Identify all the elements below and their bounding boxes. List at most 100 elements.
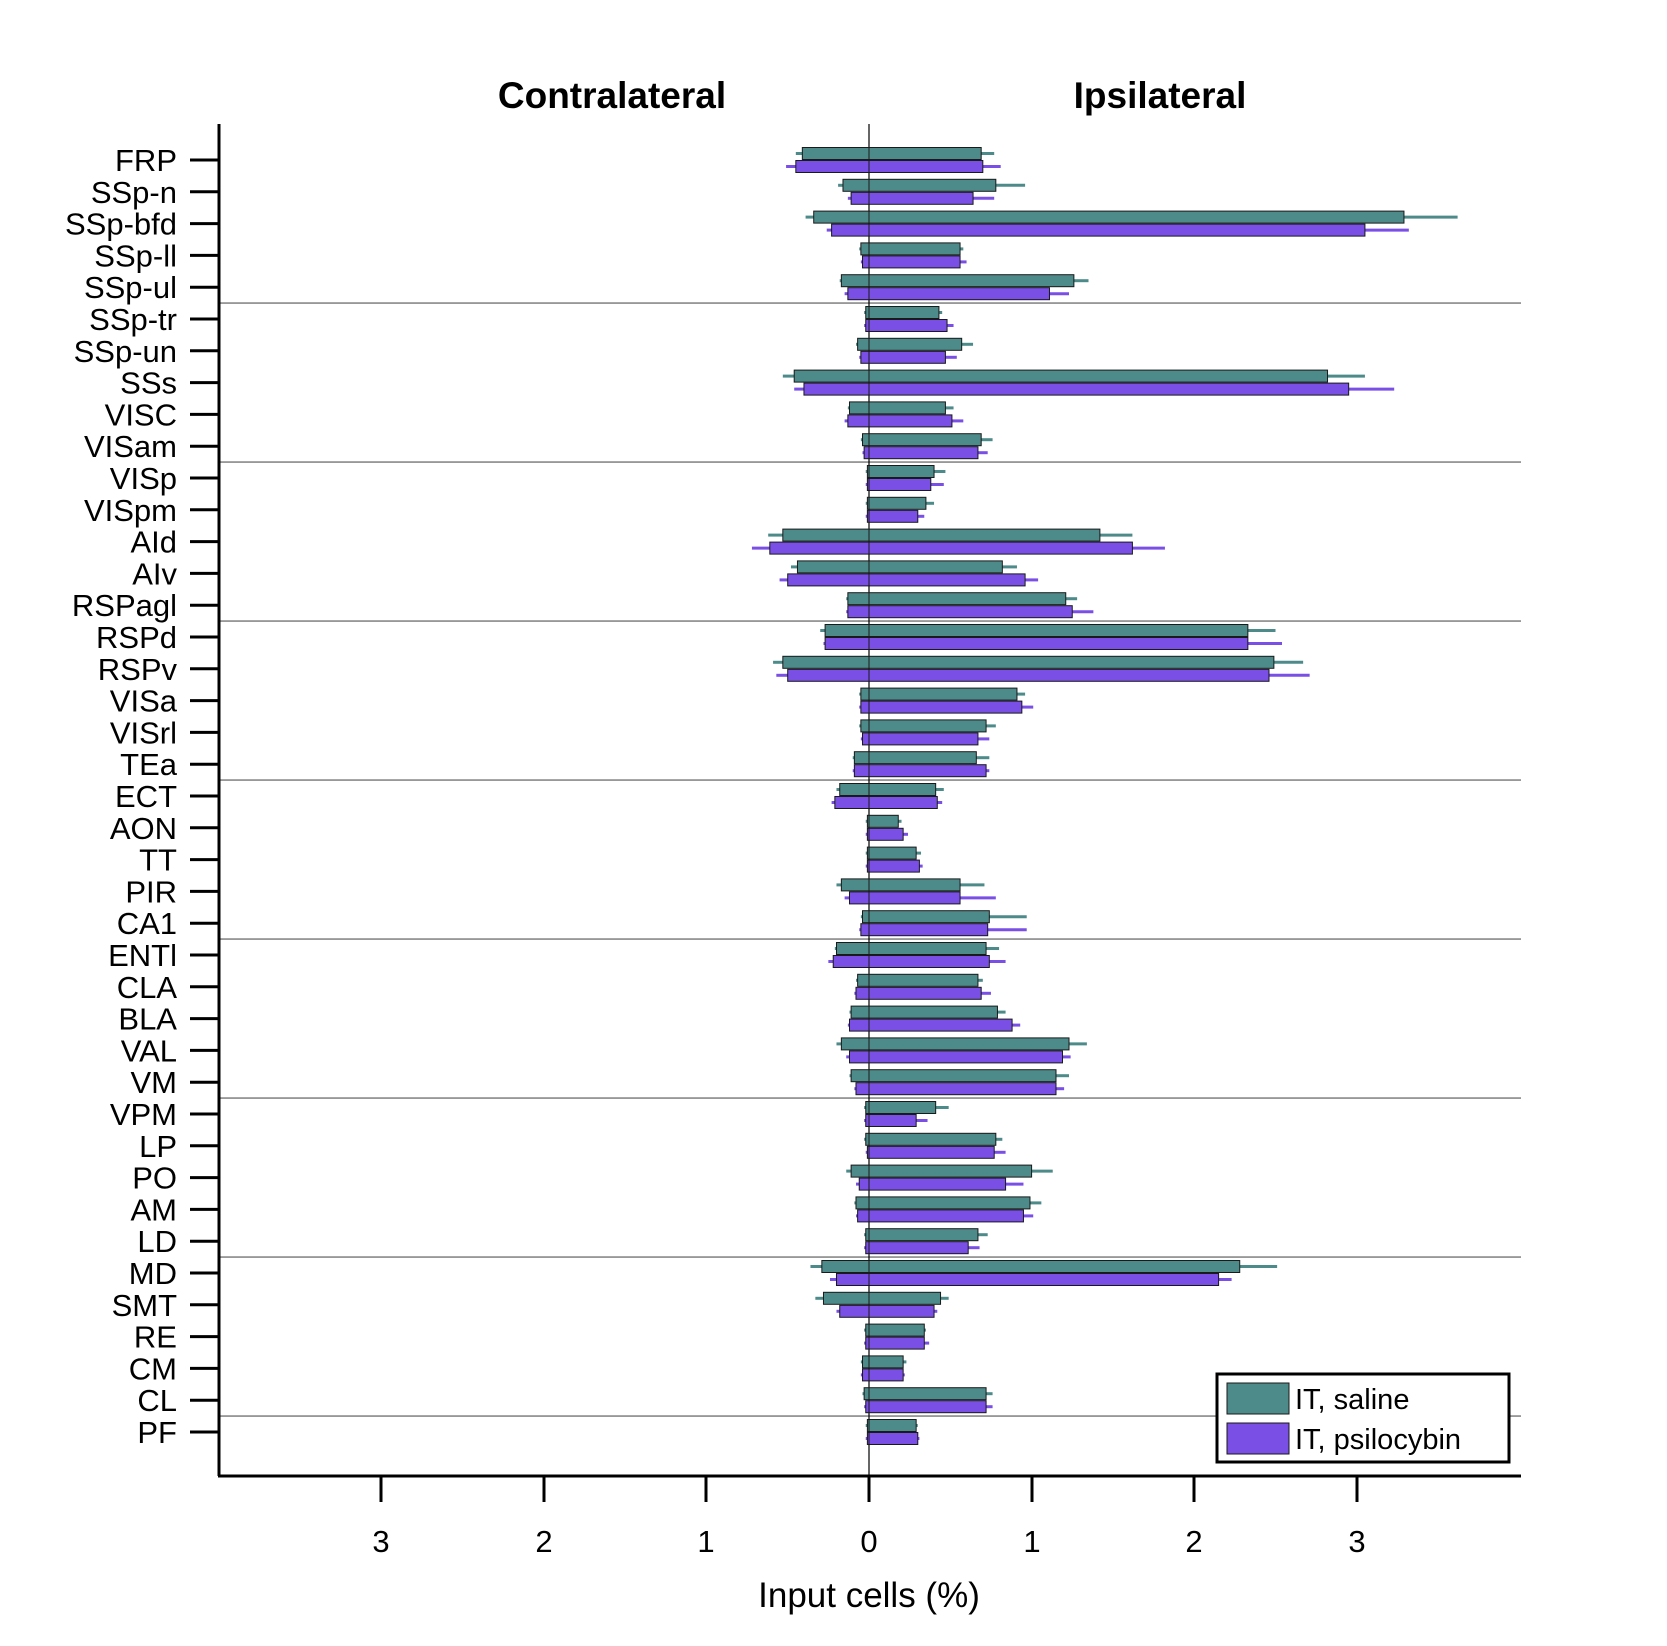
bar-ipsi-psilocybin-visp (868, 478, 932, 491)
y-tick-label-visam: VISam (84, 429, 177, 464)
bar-ipsi-psilocybin-cla (868, 986, 982, 1000)
bar-ipsi-saline-visam (868, 433, 982, 447)
legend-swatch-psilocybin (1226, 1422, 1290, 1455)
bar-contra-saline-vpm (865, 1101, 870, 1114)
bar-contra-psilocybin-rspagl (847, 605, 870, 619)
y-tick-label-val: VAL (121, 1033, 177, 1068)
bar-ipsi-saline-cm (868, 1355, 904, 1369)
y-tick-label-pir: PIR (125, 874, 177, 909)
bar-ipsi-psilocybin-visam (868, 446, 979, 460)
bar-contra-saline-re (865, 1323, 870, 1337)
bar-ipsi-saline-vm (868, 1069, 1057, 1083)
bar-contra-saline-frp (801, 147, 870, 160)
bar-contra-saline-rspagl (847, 592, 870, 606)
y-tick-label-pf: PF (137, 1415, 177, 1450)
bar-contra-saline-ssp-bfd (813, 210, 870, 224)
bar-ipsi-psilocybin-tt (868, 859, 920, 873)
bar-contra-psilocybin-visc (847, 414, 870, 428)
bar-ipsi-saline-re (868, 1323, 925, 1337)
y-tick-label-sss: SSs (120, 366, 177, 401)
y-tick-label-ssp-n: SSp-n (91, 175, 177, 210)
bar-ipsi-saline-lp (868, 1132, 997, 1146)
y-tick-label-vpm: VPM (110, 1097, 177, 1132)
y-tick-label-tea: TEa (120, 747, 178, 782)
bar-contra-psilocybin-ca1 (860, 923, 870, 937)
bar-ipsi-psilocybin-pir (868, 891, 961, 905)
y-tick-label-am: AM (131, 1192, 178, 1227)
y-tick-label-ssp-tr: SSp-tr (89, 302, 177, 337)
bar-contra-saline-pf (866, 1419, 870, 1432)
bar-contra-psilocybin-ssp-ul (847, 287, 870, 301)
bar-contra-saline-ssp-un (857, 337, 870, 351)
y-tick-label-rspagl: RSPagl (72, 588, 177, 623)
bar-contra-saline-lp (865, 1132, 870, 1146)
bar-contra-saline-visc (848, 401, 870, 415)
bar-contra-saline-vm (850, 1069, 870, 1083)
bar-contra-saline-aon (866, 814, 870, 828)
bar-contra-saline-ssp-tr (865, 306, 870, 319)
bar-contra-psilocybin-cl (865, 1400, 870, 1414)
y-tick-label-aiv: AIv (132, 556, 177, 591)
bar-contra-saline-aid (782, 528, 870, 542)
bar-contra-psilocybin-sss (803, 382, 870, 396)
bar-ipsi-saline-ect (868, 783, 937, 796)
bar-contra-psilocybin-visa (860, 700, 870, 714)
bar-contra-psilocybin-aid (769, 541, 870, 555)
bar-contra-psilocybin-entl (832, 955, 870, 968)
bar-contra-saline-entl (835, 942, 870, 955)
y-tick-label-visa: VISa (110, 684, 178, 719)
bar-contra-saline-sss (793, 369, 870, 383)
bar-ipsi-saline-md (868, 1260, 1241, 1273)
legend-swatch-saline (1226, 1382, 1290, 1415)
bar-contra-psilocybin-visrl (861, 732, 870, 746)
y-tick-label-cm: CM (129, 1351, 177, 1386)
bar-ipsi-psilocybin-vpm (868, 1114, 917, 1127)
bar-ipsi-psilocybin-sss (868, 382, 1350, 396)
y-tick-label-visp: VISp (110, 461, 177, 496)
y-tick-label-ssp-un: SSp-un (74, 334, 177, 369)
bar-contra-saline-am (855, 1196, 870, 1210)
bar-ipsi-psilocybin-frp (868, 160, 984, 173)
bar-contra-psilocybin-frp (795, 160, 870, 173)
x-axis: 3 2 1 0 1 2 3 Input cells (%) (372, 1476, 1366, 1615)
bar-contra-psilocybin-bla (848, 1018, 870, 1032)
bar-contra-saline-visam (861, 433, 870, 447)
bar-contra-psilocybin-pf (866, 1432, 870, 1445)
y-tick-label-bla: BLA (118, 1002, 177, 1037)
title-ipsilateral: Ipsilateral (1074, 75, 1247, 116)
bar-contra-psilocybin-ssp-n (850, 191, 870, 205)
bar-contra-psilocybin-aon (866, 827, 870, 841)
y-tick-label-tt: TT (139, 843, 177, 878)
bar-ipsi-psilocybin-bla (868, 1018, 1013, 1032)
bar-contra-saline-ssp-ll (860, 242, 870, 256)
bars (751, 147, 1458, 1445)
bar-contra-psilocybin-ld (865, 1241, 870, 1255)
bar-ipsi-saline-po (868, 1164, 1033, 1178)
bar-ipsi-saline-bla (868, 1005, 998, 1019)
bar-ipsi-psilocybin-ssp-ul (868, 287, 1050, 301)
bar-contra-saline-tea (853, 751, 870, 765)
bar-contra-psilocybin-vpm (865, 1114, 870, 1127)
bar-contra-psilocybin-rspv (787, 668, 870, 682)
y-tick-label-smt: SMT (112, 1288, 178, 1323)
x-axis-label: Input cells (%) (758, 1576, 980, 1615)
bar-ipsi-saline-aiv (868, 560, 1003, 574)
bar-ipsi-psilocybin-aiv (868, 573, 1026, 587)
bar-contra-psilocybin-md (835, 1273, 870, 1286)
bar-contra-saline-val (840, 1037, 870, 1051)
bar-ipsi-psilocybin-vm (868, 1082, 1057, 1096)
bar-contra-psilocybin-ect (834, 796, 870, 809)
x-tick-label-zero: 0 (860, 1524, 877, 1559)
bar-contra-psilocybin-cm (861, 1368, 870, 1382)
bar-contra-psilocybin-vispm (866, 509, 870, 523)
bar-contra-saline-cla (857, 973, 870, 987)
bar-ipsi-saline-ssp-tr (868, 306, 940, 319)
y-tick-label-visc: VISC (105, 397, 177, 432)
bar-ipsi-psilocybin-visa (868, 700, 1023, 714)
bar-ipsi-saline-tt (868, 846, 917, 860)
x-tick-label-contra-1: 1 (697, 1524, 714, 1559)
bar-ipsi-psilocybin-ca1 (868, 923, 989, 937)
bar-ipsi-saline-visp (868, 465, 935, 478)
bar-ipsi-psilocybin-ssp-bfd (868, 223, 1366, 237)
bar-contra-saline-bla (850, 1005, 870, 1019)
